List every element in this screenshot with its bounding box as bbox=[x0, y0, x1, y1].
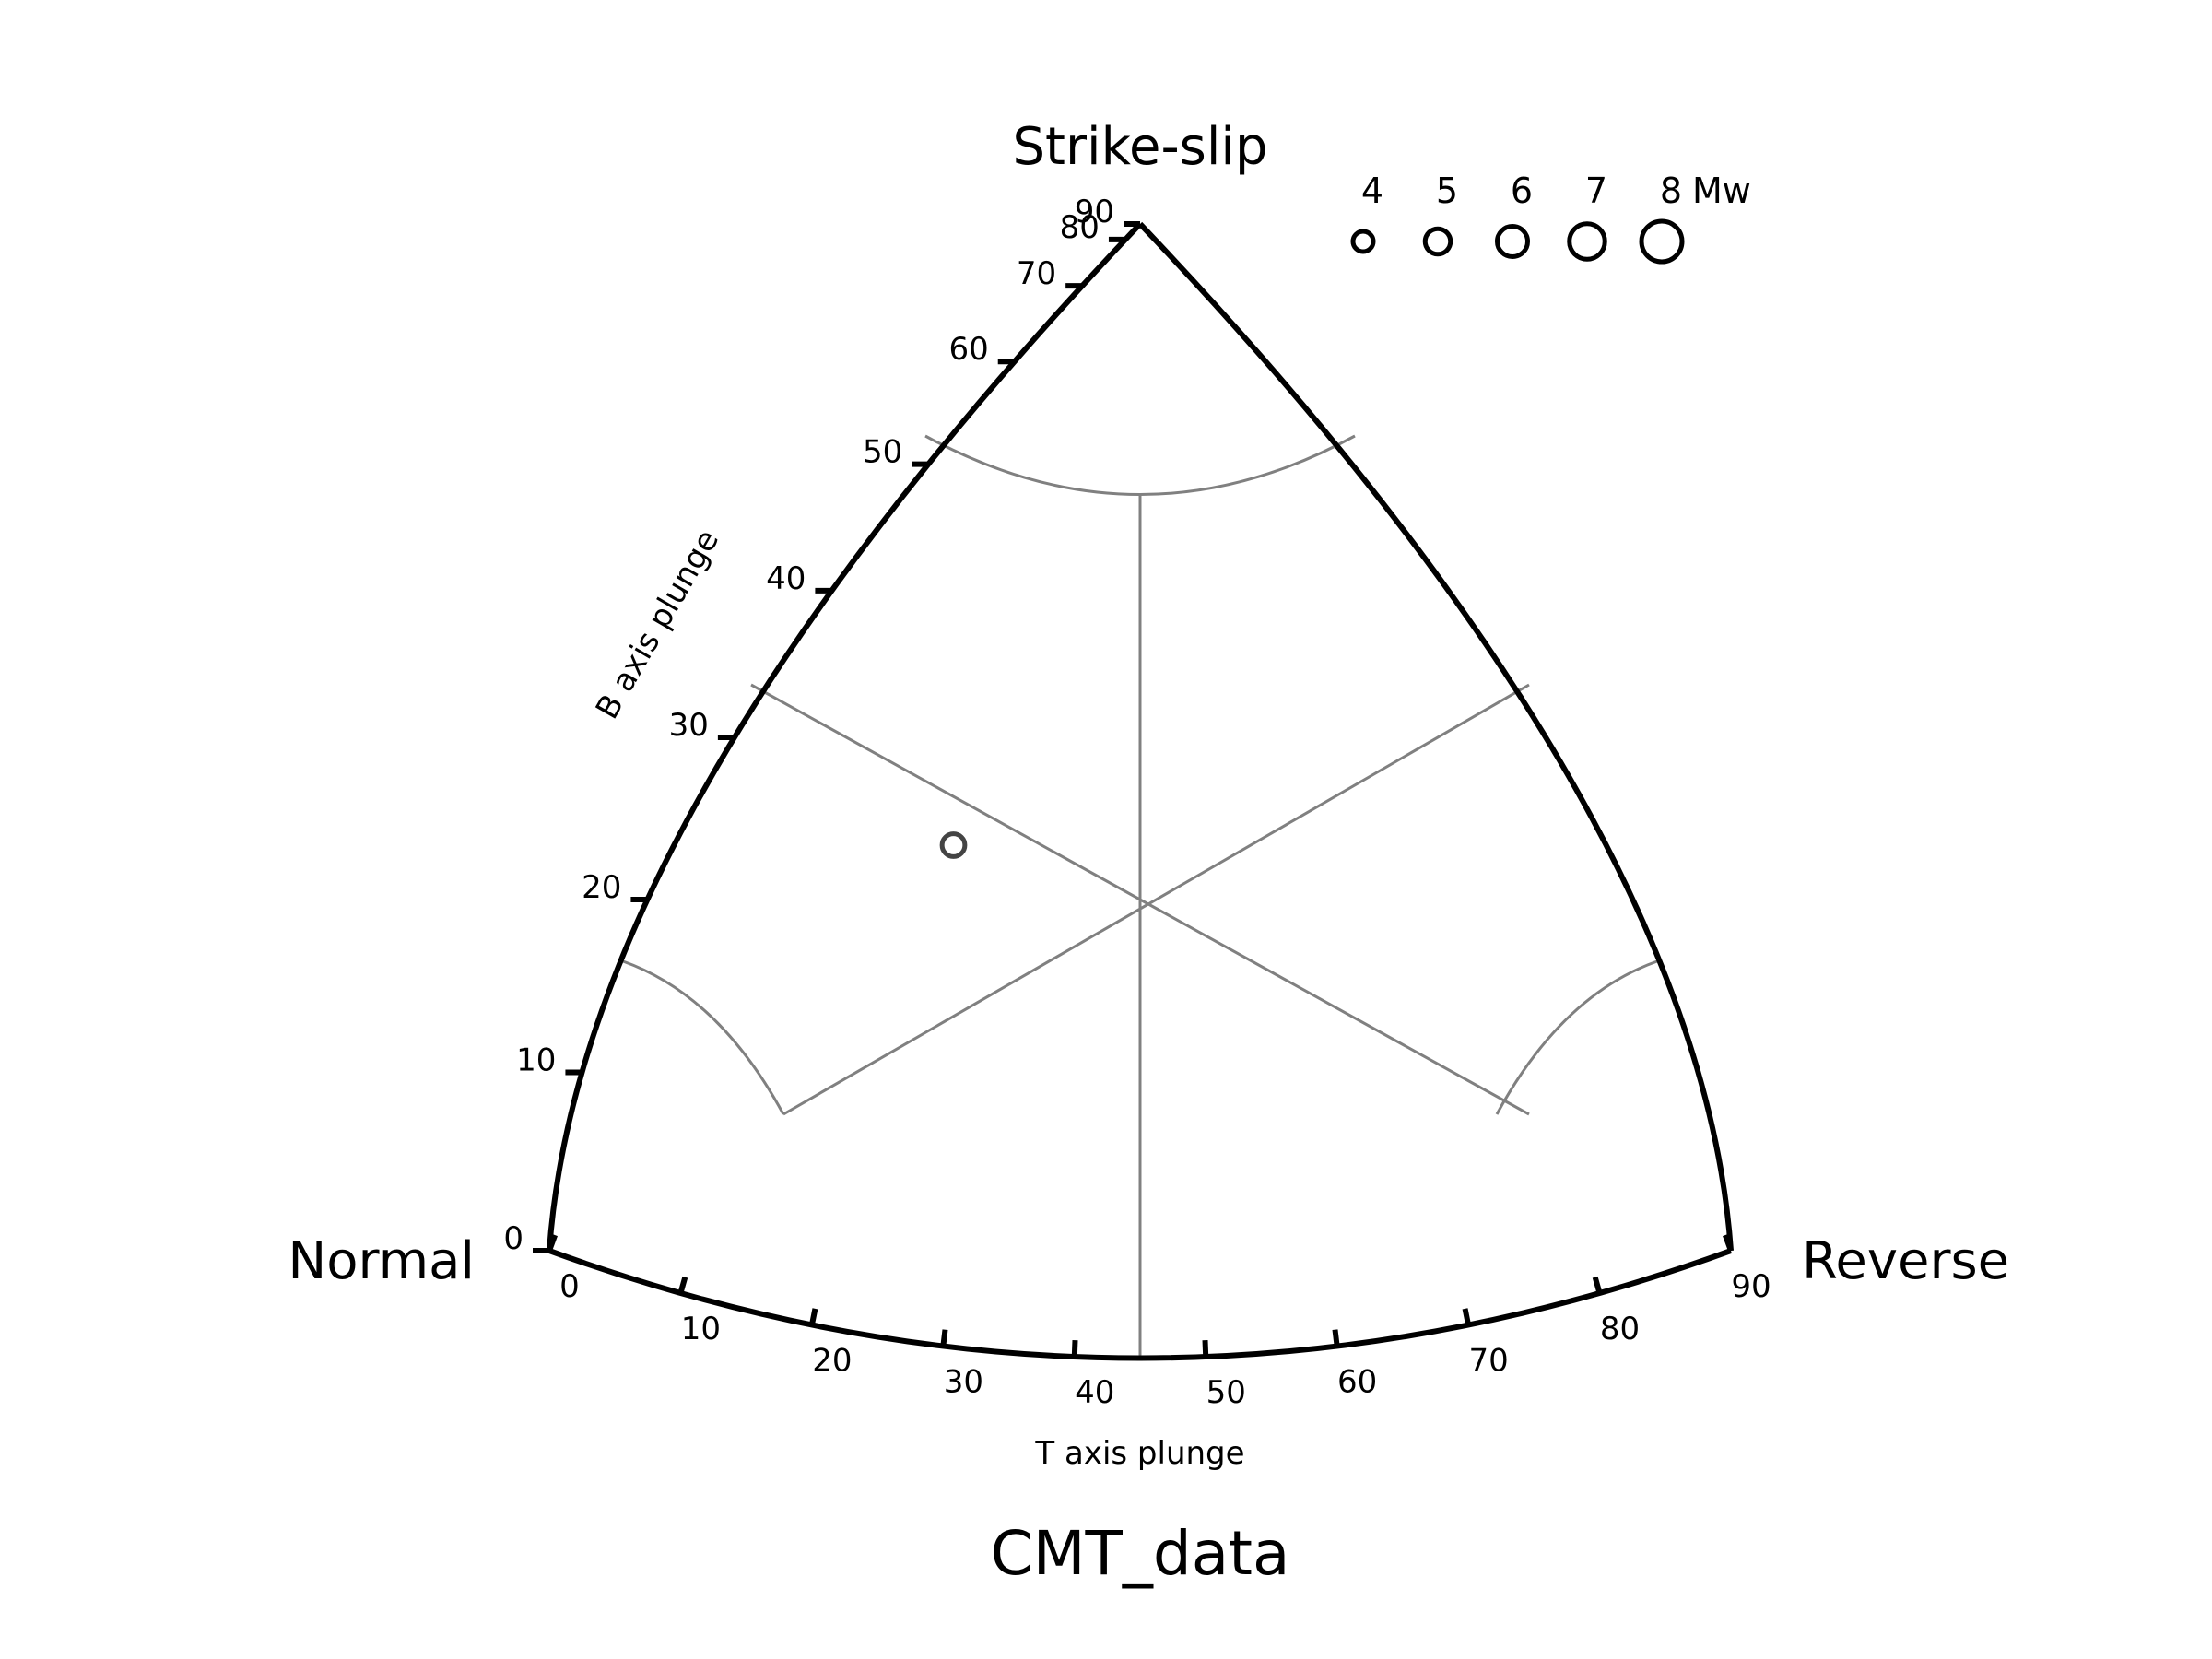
t-axis-title: T axis plunge bbox=[1034, 1435, 1244, 1472]
grid-arc-strike-slip bbox=[924, 434, 1356, 496]
grid-arc-reverse bbox=[1495, 959, 1658, 1115]
t-axis-tick-mark bbox=[1332, 1329, 1340, 1347]
legend-label-mw-4: 4 bbox=[1361, 171, 1383, 211]
b-axis-tick-label: 40 bbox=[766, 560, 806, 597]
chart-title: CMT_data bbox=[990, 1518, 1289, 1589]
legend-label-mw-5: 5 bbox=[1436, 171, 1458, 211]
t-axis-tick-mark bbox=[1202, 1339, 1209, 1358]
frame-edge-right bbox=[1137, 221, 1734, 1252]
b-axis-tick-label: 20 bbox=[582, 869, 621, 906]
b-axis-tick-label: 30 bbox=[669, 707, 709, 744]
legend-marker-mw-4 bbox=[1350, 229, 1376, 254]
legend-unit-label: Mw bbox=[1692, 171, 1751, 211]
t-axis-tick-label: 60 bbox=[1337, 1364, 1377, 1401]
legend-marker-mw-6 bbox=[1495, 224, 1530, 259]
t-axis-tick-mark bbox=[677, 1276, 688, 1294]
grid-arc-normal bbox=[622, 959, 785, 1115]
chart-grid bbox=[622, 434, 1658, 1359]
b-axis-tick-label: 0 bbox=[503, 1220, 524, 1257]
corner-label-normal: Normal bbox=[288, 1231, 475, 1291]
b-axis-tick-label: 50 bbox=[863, 434, 902, 471]
b-axis-tick-label: 60 bbox=[948, 331, 988, 368]
t-axis-tick-label: 30 bbox=[944, 1364, 983, 1401]
b-axis-tick-label: 90 bbox=[1075, 194, 1114, 230]
legend-marker-mw-7 bbox=[1567, 221, 1607, 262]
t-axis-tick-label: 80 bbox=[1600, 1311, 1640, 1347]
frame-edge-bottom bbox=[547, 1248, 1733, 1361]
t-axis-tick-label: 40 bbox=[1075, 1374, 1114, 1411]
b-axis-tick-label: 80 bbox=[1060, 209, 1100, 246]
t-axis-tick-label: 20 bbox=[812, 1343, 852, 1380]
t-axis-tick-label: 50 bbox=[1206, 1374, 1246, 1411]
corner-label-strike-slip: Strike-slip bbox=[1012, 117, 1267, 177]
t-axis-tick-mark bbox=[808, 1308, 818, 1326]
b-axis-tick-label: 10 bbox=[516, 1042, 556, 1079]
legend-marker-mw-5 bbox=[1422, 226, 1453, 257]
ternary-frame bbox=[547, 221, 1734, 1361]
t-axis-tick-mark bbox=[547, 1234, 558, 1253]
b-axis-title: B axis plunge bbox=[589, 524, 726, 725]
legend-label-mw-6: 6 bbox=[1511, 171, 1533, 211]
legend-label-mw-8: 8 bbox=[1660, 171, 1682, 211]
grid-line-diagonal-down bbox=[750, 683, 1530, 1116]
grid-line-diagonal-up bbox=[782, 683, 1530, 1116]
t-axis-tick-mark bbox=[940, 1329, 948, 1347]
frame-edge-left bbox=[547, 221, 1143, 1252]
b-axis-tick-label: 70 bbox=[1017, 255, 1056, 292]
t-axis-tick-label: 90 bbox=[1731, 1268, 1771, 1305]
t-axis-tick-label: 10 bbox=[681, 1311, 721, 1347]
t-axis-tick-label: 0 bbox=[559, 1268, 580, 1305]
legend: 4 5 6 7 8 bbox=[1350, 171, 1685, 265]
corner-label-reverse: Reverse bbox=[1802, 1231, 2009, 1291]
data-points bbox=[939, 831, 968, 859]
t-axis-tick-mark bbox=[1462, 1308, 1472, 1326]
t-axis-tick-mark bbox=[1592, 1276, 1603, 1294]
t-axis-tick-label: 70 bbox=[1468, 1343, 1508, 1380]
t-axis-tick-mark bbox=[1723, 1234, 1734, 1253]
legend-label-mw-7: 7 bbox=[1585, 171, 1607, 211]
t-axis-ticks: 0 10 20 30 40 50 60 70 80 90 bbox=[547, 1234, 1771, 1411]
t-axis-tick-mark bbox=[1071, 1339, 1078, 1358]
legend-marker-mw-8 bbox=[1639, 218, 1685, 265]
data-point bbox=[939, 831, 968, 859]
